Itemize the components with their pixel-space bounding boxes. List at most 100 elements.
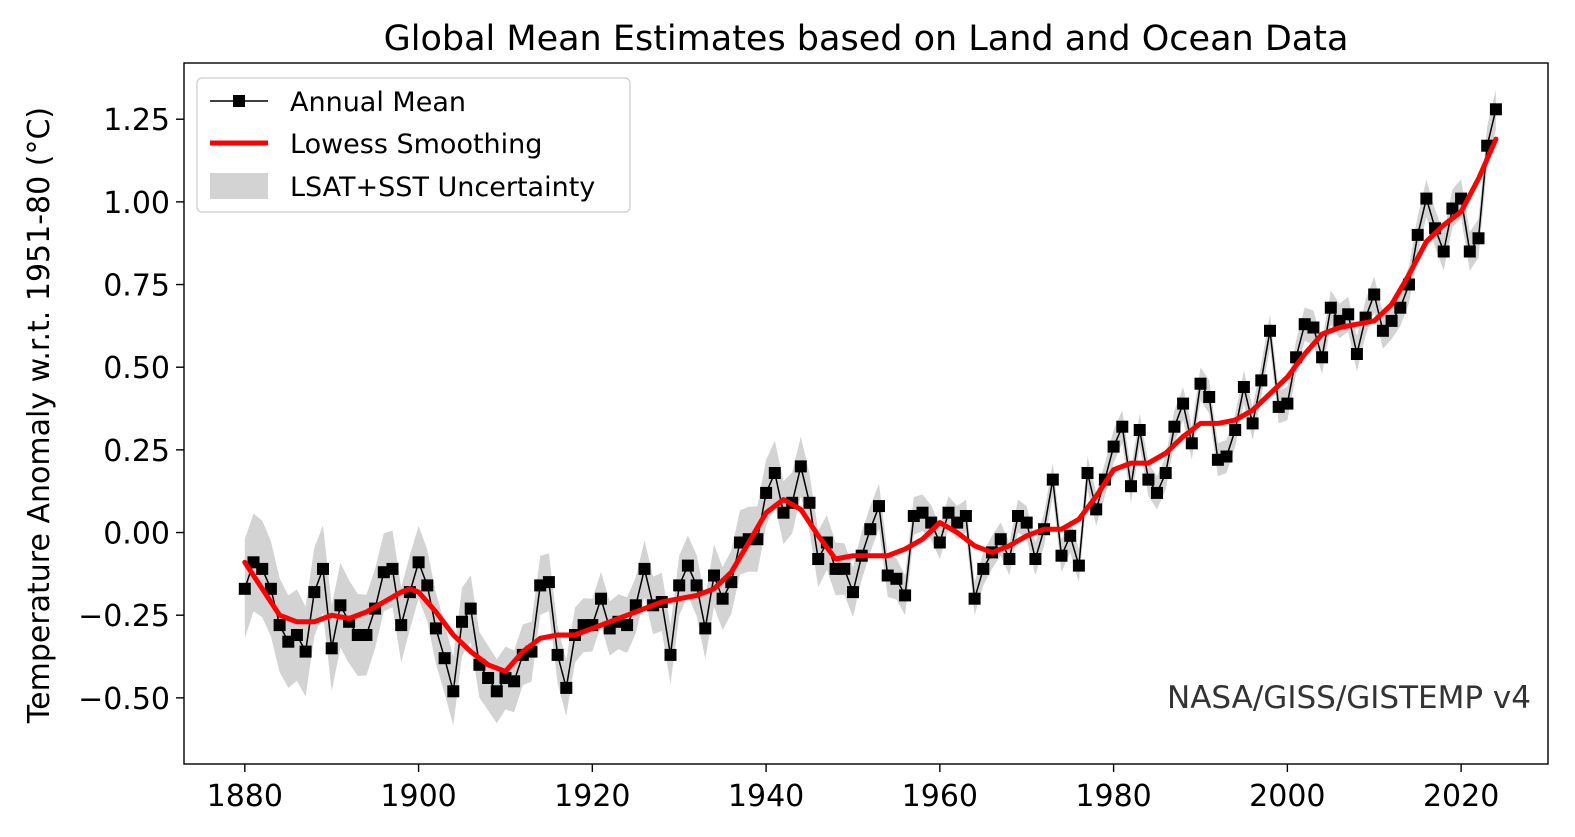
annual-mean-point-2022 [1472,232,1485,245]
annual-mean-point-1894 [360,629,373,641]
legend-lowess-label: Lowess Smoothing [290,129,542,160]
annual-mean-point-1888 [308,586,321,599]
y-axis-label: Temperature Anomaly w.r.t. 1951-80 (°C) [22,107,57,724]
annual-mean-point-1946 [812,553,825,565]
x-tick-label-1960: 1960 [902,779,978,814]
annual-mean-point-1945 [803,496,816,509]
annual-mean-point-1987 [1168,420,1181,433]
source-annotation: NASA/GISS/GISTEMP v4 [1167,680,1531,716]
annual-mean-point-2005 [1324,301,1337,314]
annual-mean-point-2007 [1342,308,1355,321]
annual-mean-point-1988 [1177,397,1190,410]
annual-mean-point-2016 [1420,192,1433,205]
annual-mean-point-1967 [994,533,1007,546]
annual-mean-point-1917 [560,681,573,694]
y-tick-label-3: 0.25 [103,434,170,469]
y-tick-label-0: −0.50 [78,682,170,717]
annual-mean-point-1887 [299,645,312,658]
x-tick-label-1980: 1980 [1075,779,1151,814]
y-tick-label-7: 1.25 [103,103,170,138]
annual-mean-point-1890 [325,642,338,655]
annual-mean-point-1963 [959,510,972,522]
annual-mean-point-1976 [1072,559,1085,572]
x-tick-label-2020: 2020 [1423,779,1499,814]
annual-mean-point-1977 [1081,467,1094,479]
annual-mean-point-1990 [1194,377,1207,390]
annual-mean-point-1904 [447,685,460,698]
annual-mean-point-1880 [238,582,251,595]
annual-mean-point-1921 [595,592,607,605]
annual-mean-point-1902 [429,622,442,635]
legend: Annual Mean Lowess Smoothing LSAT+SST Un… [196,77,631,213]
annual-mean-point-1906 [464,602,477,615]
annual-mean-point-1942 [777,506,790,519]
annual-mean-point-1973 [1046,473,1059,486]
annual-mean-point-1897 [386,562,399,575]
annual-mean-point-1970 [1020,516,1033,529]
x-tick-label-2000: 2000 [1249,779,1325,814]
lowess-smoothing-line [242,136,1499,674]
y-axis-ticks: −0.50 −0.25 0.00 0.25 0.50 0.75 1.00 1.25 [78,103,184,717]
annual-mean-point-1997 [1255,374,1268,387]
annual-mean-point-1933 [699,622,712,635]
annual-mean-point-1974 [1055,549,1068,562]
annual-mean-point-1924 [621,619,634,632]
annual-mean-point-1956 [899,589,912,602]
annual-mean-point-1998 [1264,324,1276,337]
annual-mean-point-1980 [1107,440,1120,453]
annual-mean-point-1883 [264,582,277,595]
annual-mean-point-2010 [1368,288,1381,301]
annual-mean-point-1991 [1203,391,1216,403]
annual-mean-point-1900 [412,556,425,569]
annual-mean-point-1950 [847,586,859,599]
legend-annual-mean-label: Annual Mean [290,87,466,118]
annual-mean-point-1960 [933,536,946,549]
annual-mean-point-1886 [290,629,303,641]
x-tick-label-1900: 1900 [380,779,456,814]
y-tick-label-5: 0.75 [103,269,170,304]
annual-mean-point-1985 [1151,486,1163,499]
y-tick-label-2: 0.00 [103,517,170,552]
y-tick-label-4: 0.50 [103,351,170,386]
annual-mean-point-1975 [1064,529,1077,542]
legend-uncertainty-swatch [210,173,268,199]
annual-mean-point-1965 [977,562,990,575]
y-tick-label-1: −0.25 [78,599,170,634]
x-tick-label-1940: 1940 [728,779,804,814]
x-tick-label-1880: 1880 [207,779,283,814]
annual-mean-point-1983 [1133,424,1146,436]
annual-mean-point-1901 [421,579,434,592]
annual-mean-point-1940 [760,486,773,499]
plot-frame [183,62,1549,765]
annual-mean-point-1889 [317,562,329,575]
annual-mean-point-2003 [1307,321,1320,334]
annual-mean-point-2008 [1350,348,1363,360]
annual-mean-point-1935 [716,592,729,605]
annual-mean-point-1905 [456,615,468,628]
annual-mean-point-1949 [838,562,851,575]
annual-mean-point-1882 [256,562,269,575]
annual-mean-point-1934 [708,569,720,582]
annual-mean-point-1978 [1090,503,1103,516]
legend-annual-mean-marker [233,95,245,107]
annual-mean-point-1929 [664,648,677,661]
annual-mean-point-1952 [864,523,877,536]
annual-mean-point-1931 [681,559,694,572]
annual-mean-point-1908 [482,672,495,684]
annual-mean-point-1958 [916,506,929,519]
annual-mean-point-1986 [1159,467,1172,479]
x-tick-label-1920: 1920 [554,779,630,814]
annual-mean-point-1955 [890,572,903,585]
annual-mean-point-2024 [1489,103,1502,116]
annual-mean-point-1903 [438,652,451,665]
annual-mean-point-1982 [1125,480,1137,493]
annual-mean-point-2004 [1316,351,1329,364]
annual-mean-point-1981 [1116,420,1129,433]
annual-mean-point-1898 [395,619,408,632]
annual-mean-point-1941 [768,467,781,479]
annual-mean-point-1953 [873,500,885,513]
annual-mean-point-1891 [334,599,347,612]
annual-mean-point-1932 [690,579,703,592]
annual-mean-point-1989 [1185,437,1198,450]
